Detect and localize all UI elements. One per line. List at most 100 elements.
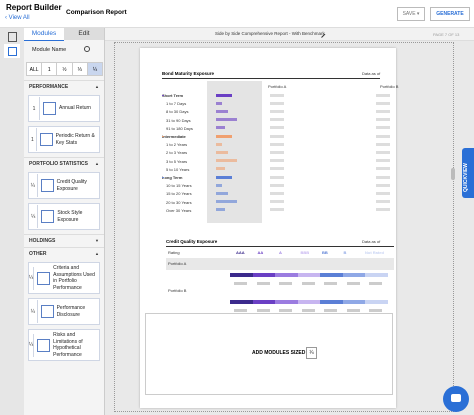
bar-b-placeholder <box>270 109 284 113</box>
module-card[interactable]: ¼ Performance Disclosure <box>28 298 100 325</box>
section-toggle[interactable]: ▲ <box>95 161 99 166</box>
credit-placeholder <box>346 309 360 312</box>
credit-bar <box>297 273 321 277</box>
bar-a <box>216 134 232 138</box>
canvas-border <box>114 42 454 412</box>
size-filter[interactable]: ALL <box>26 62 43 76</box>
credit-bar <box>365 300 388 304</box>
size-filter[interactable]: ¼ <box>86 62 104 76</box>
section-header[interactable]: HOLDINGS ▼ <box>24 234 104 247</box>
tab-edit[interactable]: Edit <box>64 28 104 40</box>
back-link-text[interactable]: View All <box>8 15 30 21</box>
module-size: ¼ <box>29 266 35 290</box>
bar-b-placeholder <box>270 208 284 212</box>
bar-b-placeholder <box>376 93 390 97</box>
module-card[interactable]: 1 Annual Return <box>28 95 100 122</box>
credit-placeholder <box>346 282 360 285</box>
module-icon <box>39 133 53 146</box>
bond-row-label: 31 to 90 Days <box>166 117 191 123</box>
section-header[interactable]: PORTFOLIO STATISTICS ▲ <box>24 157 104 170</box>
bar-b-placeholder <box>376 118 390 122</box>
credit-placeholder <box>256 309 270 312</box>
credit-placeholder <box>324 282 337 285</box>
module-size: ¼ <box>29 333 35 357</box>
bar-a <box>216 200 237 204</box>
size-filter[interactable]: 1 <box>41 62 58 76</box>
page-indicator: PAGE 7 OF 13 <box>433 32 460 37</box>
back-link[interactable]: ‹ View All <box>5 15 30 21</box>
toolbar: Side by Side Comprehensive Report - With… <box>105 28 474 41</box>
credit-bar <box>365 273 388 277</box>
main-area: Side by Side Comprehensive Report - With… <box>105 28 474 415</box>
module-card[interactable]: ¼ Stock Style Exposure <box>28 203 100 230</box>
module-name: Annual Return <box>59 105 91 112</box>
bar-b-placeholder <box>270 191 284 195</box>
rating-col: Not Rated <box>365 250 384 255</box>
size-filter[interactable]: ⅓ <box>71 62 88 76</box>
module-name: Criteria and Assumptions Used in Portfol… <box>53 265 95 291</box>
generate-button[interactable]: GENERATE <box>430 7 470 21</box>
bond-row-label: 2 to 3 Years <box>166 150 188 156</box>
chat-button[interactable] <box>443 386 469 412</box>
save-label[interactable]: SAVE <box>402 11 416 17</box>
credit-bar <box>275 300 298 304</box>
module-name: Periodic Return & Key Stats <box>55 133 95 146</box>
module-card[interactable]: ¼ Credit Quality Exposure <box>28 172 100 199</box>
module-name: Credit Quality Exposure <box>56 179 87 192</box>
bar-a <box>216 208 225 212</box>
row-shade <box>166 258 394 270</box>
tab-modules[interactable]: Modules <box>24 28 64 41</box>
bond-row-label: 5 to 10 Years <box>166 166 190 172</box>
bar-b-placeholder <box>376 159 390 163</box>
credit-placeholder <box>301 309 315 312</box>
bar-a <box>216 118 237 122</box>
module-card[interactable]: ¼ Risks and Limitations of Hypothetical P… <box>28 329 100 361</box>
save-button[interactable]: SAVE ▾ <box>397 7 425 21</box>
bar-b-placeholder <box>270 134 284 138</box>
credit-as-of: Data as of <box>362 239 381 244</box>
size-filter[interactable]: ½ <box>56 62 73 76</box>
bond-title: Bond Maturity Exposure <box>162 71 215 76</box>
bar-b-placeholder <box>376 134 390 138</box>
chat-icon[interactable] <box>451 394 461 402</box>
bar-b-placeholder <box>270 101 284 105</box>
module-size: ¼ <box>29 205 39 228</box>
bond-row-label: 8 to 30 Days <box>166 109 189 115</box>
bar-b-placeholder <box>376 183 390 187</box>
section-header[interactable]: OTHER ▲ <box>24 247 104 260</box>
add-modules-size: ¼ <box>306 347 317 359</box>
bar-b-placeholder <box>270 167 284 171</box>
quickview-label[interactable]: QUICKVIEW <box>463 163 469 192</box>
section-header[interactable]: PERFORMANCE ▲ <box>24 80 104 93</box>
sidebar: Modules Edit Module Name ALL 1 ½ ⅓ ¼ PERFORM… <box>24 28 105 415</box>
section-toggle[interactable]: ▼ <box>95 238 99 243</box>
credit-placeholder <box>301 282 315 285</box>
bar-b-placeholder <box>270 159 284 163</box>
edit-icon[interactable] <box>8 47 17 56</box>
col-portfolio-a: Portfolio A <box>268 84 287 89</box>
section-toggle[interactable]: ▲ <box>95 251 99 256</box>
copy-icon[interactable] <box>8 32 17 42</box>
bond-row-label: 91 to 180 Days <box>166 125 193 131</box>
module-card[interactable]: 1 Periodic Return & Key Stats <box>28 126 100 153</box>
bar-a <box>216 183 222 187</box>
col-portfolio-b: Portfolio B <box>380 84 399 89</box>
bond-as-of: Data as of <box>362 71 381 76</box>
credit-bar <box>320 300 343 304</box>
icon-strip <box>0 28 24 415</box>
section-toggle[interactable]: ▲ <box>95 84 99 89</box>
module-name: Stock Style Exposure <box>57 210 83 223</box>
bar-b-placeholder <box>270 175 284 179</box>
module-card[interactable]: ¼ Criteria and Assumptions Used in Portfo… <box>28 262 100 294</box>
credit-bar <box>230 300 253 304</box>
credit-placeholder <box>234 309 247 312</box>
bar-b-placeholder <box>270 118 284 122</box>
bar-b-placeholder <box>376 126 390 130</box>
search-label: Module Name <box>32 47 67 53</box>
top-bar: Report Builder ‹ View All Comparison Rep… <box>0 0 474 28</box>
credit-bar <box>320 273 343 277</box>
section-name: PORTFOLIO STATISTICS <box>29 161 88 167</box>
scrollbar[interactable] <box>451 168 455 180</box>
search-icon[interactable] <box>84 46 90 52</box>
quickview-tab[interactable]: QUICKVIEW <box>462 148 474 198</box>
